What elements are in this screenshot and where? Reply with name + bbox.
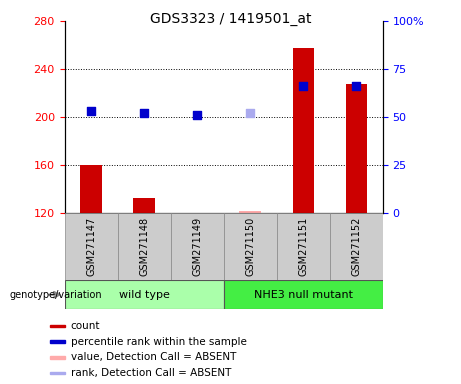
- Bar: [118, 213, 171, 280]
- Text: value, Detection Call = ABSENT: value, Detection Call = ABSENT: [71, 352, 236, 362]
- Text: wild type: wild type: [118, 290, 170, 300]
- Text: GDS3323 / 1419501_at: GDS3323 / 1419501_at: [150, 12, 311, 25]
- Bar: [277, 213, 330, 280]
- Text: GSM271150: GSM271150: [245, 217, 255, 276]
- Bar: [345, 84, 366, 213]
- Bar: [50, 371, 65, 374]
- Bar: [330, 213, 383, 280]
- Text: genotype/variation: genotype/variation: [9, 290, 102, 300]
- Point: [193, 112, 201, 118]
- Bar: [80, 165, 101, 213]
- Point: [140, 110, 148, 116]
- Bar: [239, 211, 260, 213]
- Text: GSM271147: GSM271147: [86, 217, 96, 276]
- Bar: [50, 356, 65, 359]
- Point: [88, 108, 95, 114]
- Text: GSM271149: GSM271149: [192, 217, 202, 276]
- Bar: [65, 280, 224, 309]
- Point: [300, 83, 307, 89]
- Bar: [134, 197, 154, 213]
- Bar: [224, 213, 277, 280]
- Text: GSM271152: GSM271152: [351, 217, 361, 276]
- Text: NHE3 null mutant: NHE3 null mutant: [254, 290, 353, 300]
- Text: GSM271148: GSM271148: [139, 217, 149, 276]
- Bar: [50, 324, 65, 328]
- Bar: [65, 213, 118, 280]
- Bar: [186, 213, 207, 215]
- Bar: [224, 280, 383, 309]
- Text: GSM271151: GSM271151: [298, 217, 308, 276]
- Text: percentile rank within the sample: percentile rank within the sample: [71, 337, 247, 347]
- Point: [246, 110, 254, 116]
- Bar: [50, 340, 65, 343]
- Bar: [292, 48, 313, 213]
- Text: rank, Detection Call = ABSENT: rank, Detection Call = ABSENT: [71, 368, 231, 378]
- Bar: [171, 213, 224, 280]
- Text: count: count: [71, 321, 100, 331]
- Point: [352, 83, 360, 89]
